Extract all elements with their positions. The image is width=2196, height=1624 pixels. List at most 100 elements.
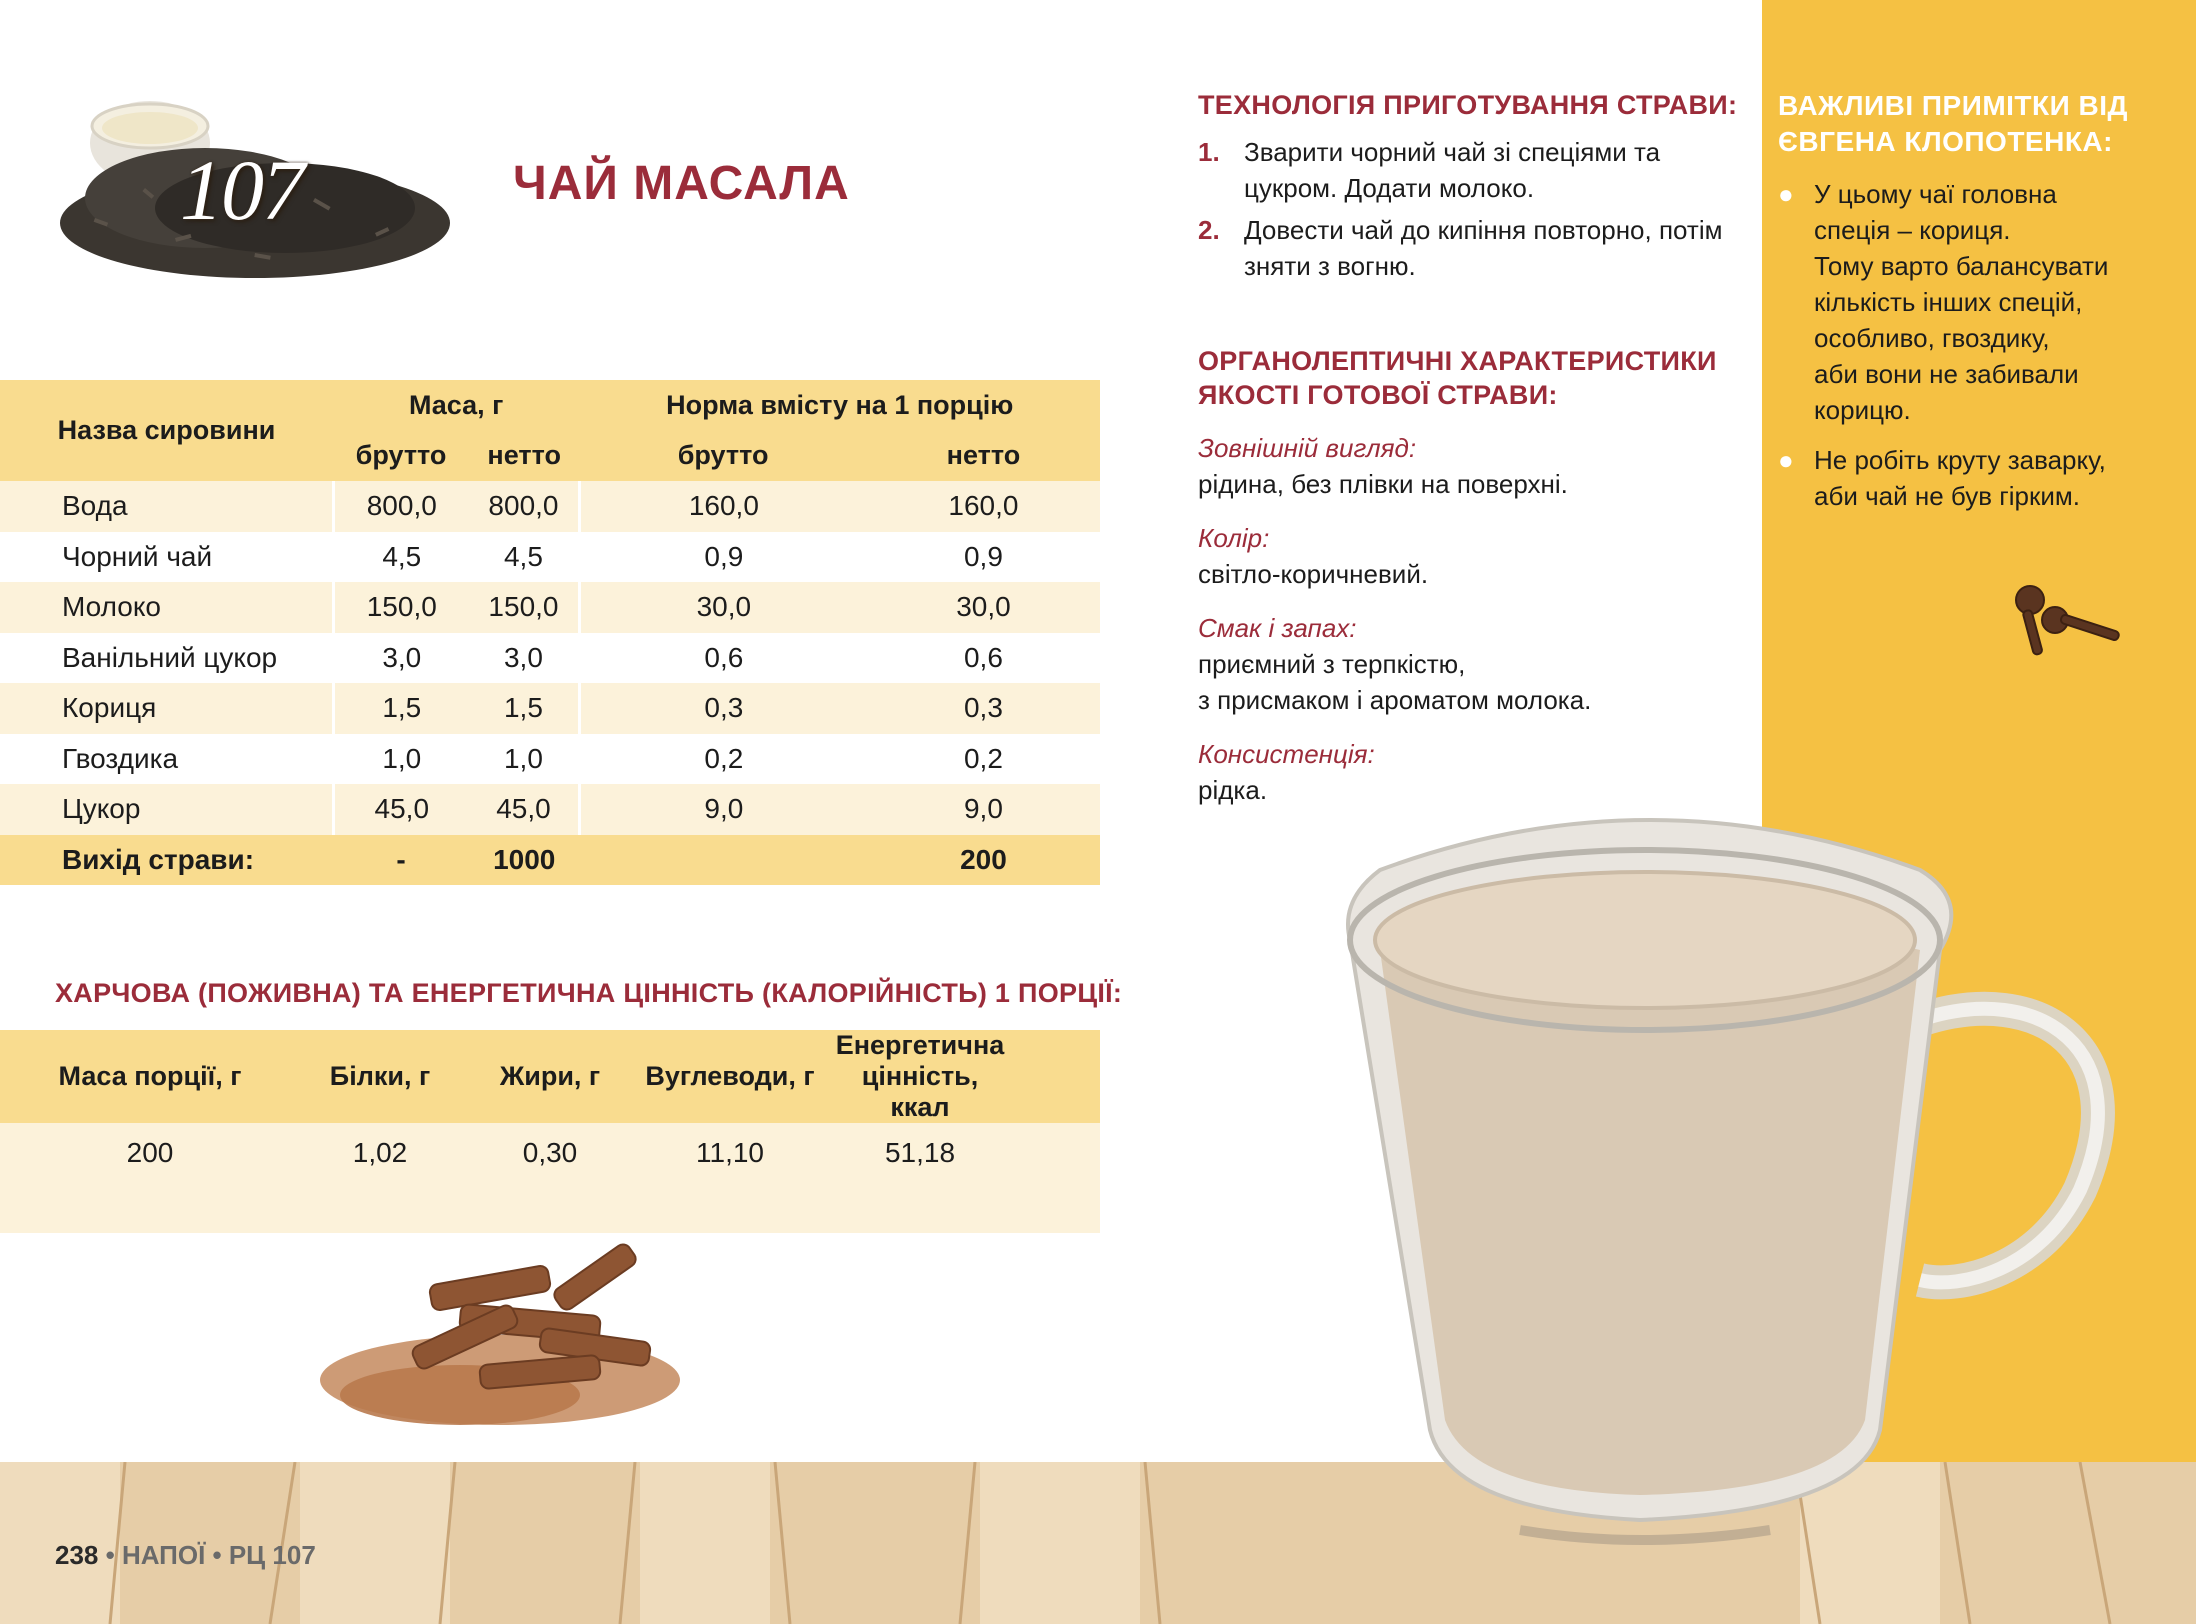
net-value: 1,0 — [469, 733, 581, 784]
recipe-number: 107 — [180, 142, 305, 238]
gross-value: 3,0 — [382, 641, 422, 673]
nutrition-values-row: 200 1,02 0,30 11,10 51,18 — [0, 1123, 1100, 1183]
organoleptic-section: ОРГАНОЛЕПТИЧНІ ХАРАКТЕРИСТИКИ ЯКОСТІ ГОТ… — [1198, 344, 1758, 808]
clove-image — [2015, 585, 2120, 656]
footer-separator: • — [212, 1540, 222, 1570]
portion-net-value: 0,9 — [963, 540, 1003, 572]
total-row: Вихід страви: - 1000 200 — [0, 834, 1100, 885]
table-row: Цукор 45,0 45,0 9,0 9,0 — [0, 784, 1100, 835]
gross-value: 4,5 — [382, 540, 422, 572]
organoleptic-heading: ОРГАНОЛЕПТИЧНІ ХАРАКТЕРИСТИКИ ЯКОСТІ ГОТ… — [1198, 346, 1717, 410]
nutrition-header-protein: Білки, г — [329, 1061, 431, 1091]
table-row: Молоко 150,0 150,0 30,0 30,0 — [0, 582, 1100, 633]
portion-gross-value: 9,0 — [704, 793, 744, 825]
organoleptic-item: Колір: світло-коричневий. — [1198, 520, 1758, 592]
footer-separator: • — [105, 1540, 115, 1570]
sub-header-net: нетто — [487, 440, 561, 471]
net-value: 45,0 — [469, 784, 581, 835]
footer-section: НАПОЇ — [121, 1540, 206, 1570]
table-row: Ванільний цукор 3,0 3,0 0,6 0,6 — [0, 632, 1100, 683]
ingredient-name: Цукор — [0, 784, 335, 835]
portion-gross-value: 0,6 — [704, 641, 744, 673]
net-value: 3,0 — [469, 632, 581, 683]
notes-heading: ВАЖЛИВІ ПРИМІТКИ ВІД ЄВГЕНА КЛОПОТЕНКА: — [1778, 90, 2128, 157]
nutrition-header-carbs: Вуглеводи, г — [645, 1061, 815, 1091]
step-number: 2. — [1198, 215, 1220, 245]
organoleptic-value: світло-коричневий. — [1198, 559, 1429, 589]
note-text: У цьому чаї головна спеція – кориця. Том… — [1814, 179, 2109, 425]
portion-net-value: 160,0 — [948, 490, 1019, 522]
gross-value: 45,0 — [374, 793, 430, 825]
nutrition-value-mass: 200 — [126, 1137, 174, 1168]
table-row: Гвоздика 1,0 1,0 0,2 0,2 — [0, 733, 1100, 784]
bullet-icon: ● — [1778, 179, 1794, 209]
col-header-mass: Маса, г — [408, 389, 504, 420]
net-value: 800,0 — [469, 481, 581, 532]
net-value: 150,0 — [469, 582, 581, 633]
list-item: 1. Зварити чорний чай зі спеціями та цук… — [1198, 134, 1758, 206]
total-label: Вихід страви: — [62, 843, 255, 875]
nutrition-value-energy: 51,18 — [884, 1137, 956, 1168]
wood-floor-image — [0, 1462, 2196, 1624]
list-item: ● Не робіть круту заварку, аби чай не бу… — [1778, 442, 2178, 514]
bullet-icon: ● — [1778, 445, 1794, 475]
technology-steps: 1. Зварити чорний чай зі спеціями та цук… — [1198, 134, 1758, 284]
ingredients-table: Назва сировини Маса, г Норма вмісту на 1… — [0, 380, 1100, 885]
table-row: Чорний чай 4,5 4,5 0,9 0,9 — [0, 531, 1100, 582]
organoleptic-value: рідина, без плівки на поверхні. — [1198, 469, 1568, 499]
portion-net-value: 9,0 — [963, 793, 1003, 825]
page-number: 238 — [55, 1540, 99, 1570]
nutrition-value-carbs: 11,10 — [696, 1137, 764, 1168]
nutrition-value-protein: 1,02 — [352, 1137, 408, 1168]
organoleptic-value: приємний з терпкістю, з присмаком і аром… — [1198, 649, 1592, 715]
portion-gross-value: 0,3 — [704, 692, 744, 724]
table-row-spacer — [0, 1183, 1100, 1233]
nutrition-heading: ХАРЧОВА (ПОЖИВНА) ТА ЕНЕРГЕТИЧНА ЦІННІСТ… — [55, 978, 1123, 1008]
ingredient-name: Ванільний цукор — [0, 632, 335, 683]
list-item: 2. Довести чай до кипіння повторно, поті… — [1198, 212, 1758, 284]
sub-header-portion-net: нетто — [946, 440, 1021, 471]
list-item: ● У цьому чаї головна спеція – кориця. Т… — [1778, 176, 2178, 428]
nutrition-header-blank — [1020, 1030, 1100, 1123]
sub-header-portion-gross: брутто — [677, 440, 769, 471]
organoleptic-item: Смак і запах: приємний з терпкістю, з пр… — [1198, 610, 1758, 718]
step-number: 1. — [1198, 137, 1220, 167]
notes-list: ● У цьому чаї головна спеція – кориця. Т… — [1778, 176, 2178, 528]
organoleptic-value: рідка. — [1198, 775, 1268, 805]
total-portion-net: 200 — [960, 843, 1007, 875]
nutrition-header-fat: Жири, г — [499, 1061, 601, 1091]
step-text: Довести чай до кипіння повторно, потім з… — [1244, 215, 1723, 281]
organoleptic-item: Зовнішній вигляд: рідина, без плівки на … — [1198, 430, 1758, 502]
net-value: 1,5 — [469, 683, 581, 734]
total-net: 1000 — [493, 843, 556, 875]
portion-gross-value: 0,9 — [704, 540, 744, 572]
organoleptic-label: Смак і запах: — [1198, 613, 1357, 643]
portion-net-value: 30,0 — [956, 591, 1011, 623]
footer-code: РЦ 107 — [228, 1540, 316, 1570]
col-header-name: Назва сировини — [57, 415, 276, 445]
organoleptic-item: Консистенція: рідка. — [1198, 736, 1758, 808]
nutrition-value-fat: 0,30 — [522, 1137, 578, 1168]
ingredient-name: Гвоздика — [0, 733, 335, 784]
cinnamon-image — [320, 1243, 680, 1425]
nutrition-table: Маса порції, г Білки, г Жири, г Вуглевод… — [0, 1030, 1100, 1233]
portion-net-value: 0,6 — [963, 641, 1003, 673]
total-gross: - — [396, 843, 406, 875]
page-footer: 238 • НАПОЇ • РЦ 107 — [55, 1540, 316, 1571]
sub-header-gross: брутто — [355, 440, 447, 471]
chai-mug-image — [1346, 818, 2115, 1545]
portion-net-value: 0,2 — [963, 742, 1003, 774]
ingredient-name: Молоко — [0, 582, 335, 633]
organoleptic-label: Колір: — [1198, 523, 1270, 553]
gross-value: 150,0 — [366, 591, 437, 623]
portion-gross-value: 0,2 — [704, 742, 744, 774]
portion-gross-value: 30,0 — [696, 591, 752, 623]
gross-value: 800,0 — [366, 490, 437, 522]
table-row: Вода 800,0 800,0 160,0 160,0 — [0, 481, 1100, 532]
step-text: Зварити чорний чай зі спеціями та цукром… — [1244, 137, 1661, 203]
middle-column: ТЕХНОЛОГІЯ ПРИГОТУВАННЯ СТРАВИ: 1. Звари… — [1198, 88, 1758, 808]
gross-value: 1,0 — [382, 742, 422, 774]
table-row: Кориця 1,5 1,5 0,3 0,3 — [0, 683, 1100, 734]
ingredient-name: Вода — [0, 481, 335, 532]
ingredient-name: Чорний чай — [0, 531, 335, 582]
